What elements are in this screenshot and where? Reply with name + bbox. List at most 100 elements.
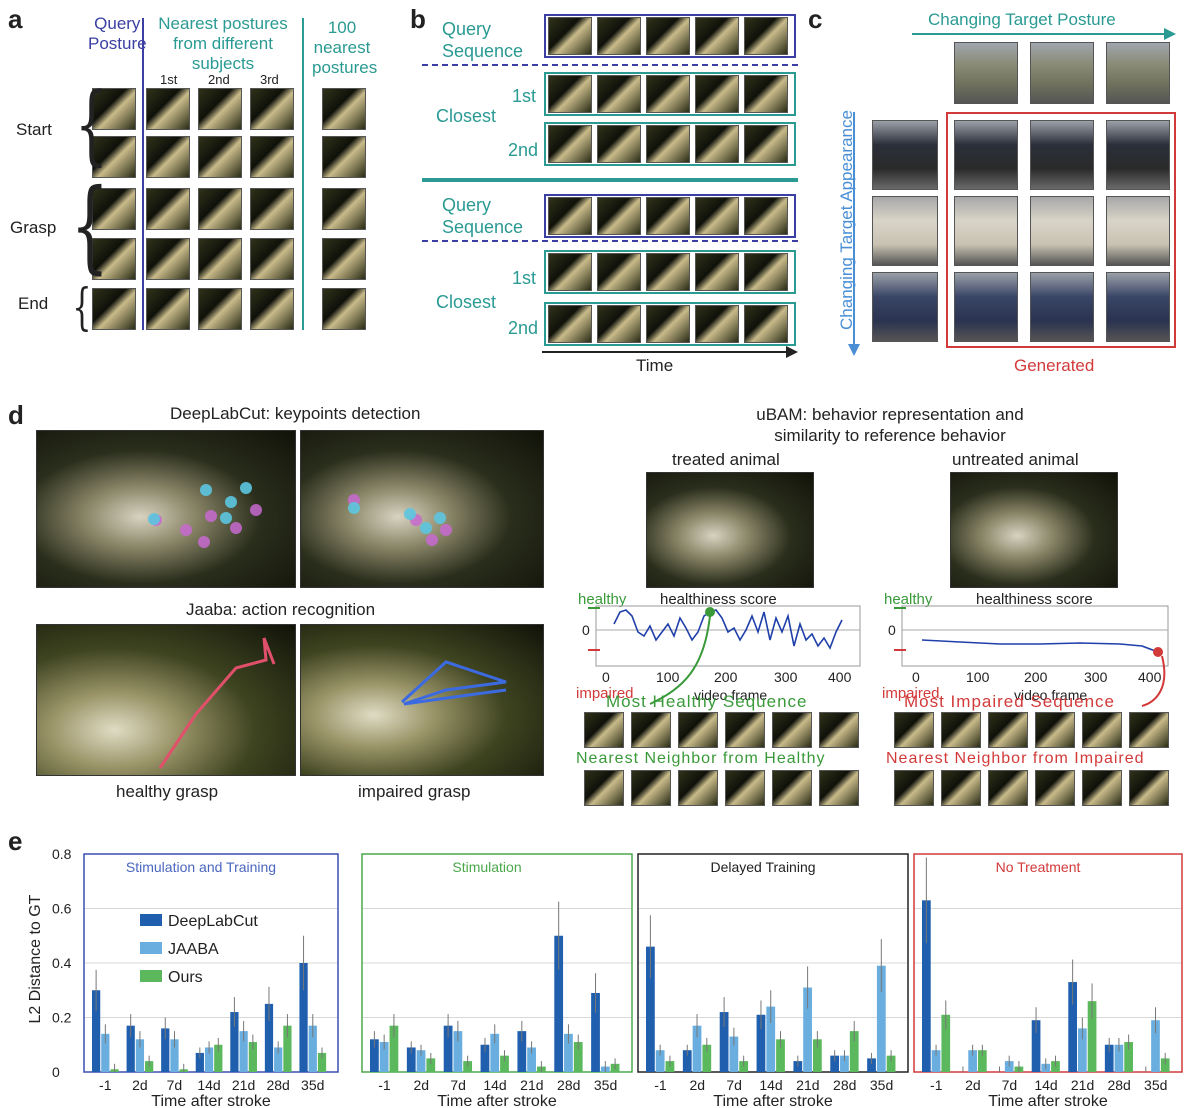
generated-label: Generated bbox=[1014, 356, 1095, 375]
xt-l4: 400 bbox=[828, 669, 852, 685]
behavior-sequence-frame bbox=[894, 770, 934, 806]
posture-thumb bbox=[322, 238, 366, 280]
bar bbox=[370, 1039, 379, 1072]
posture-thumb bbox=[92, 188, 136, 230]
rank-b-1st-1: 1st bbox=[512, 86, 537, 106]
bar bbox=[274, 1047, 283, 1072]
bar bbox=[729, 1036, 739, 1072]
generated-image bbox=[1030, 196, 1094, 266]
b-dashed-2 bbox=[422, 240, 798, 242]
x-tick-label: 14d bbox=[197, 1077, 220, 1093]
rank-2nd: 2nd bbox=[208, 72, 230, 87]
posture-thumb bbox=[322, 188, 366, 230]
bar bbox=[1114, 1044, 1124, 1072]
time-arrow bbox=[542, 346, 798, 358]
bar bbox=[1160, 1058, 1170, 1072]
x-tick-label: 35d bbox=[594, 1077, 617, 1093]
sequence-frame bbox=[646, 197, 690, 235]
bar bbox=[1151, 1020, 1160, 1072]
closest-1: Closest bbox=[436, 106, 497, 126]
behavior-sequence-frame bbox=[1035, 712, 1075, 748]
behavior-sequence-frame bbox=[941, 770, 981, 806]
x-tick-label: 21d bbox=[796, 1077, 819, 1093]
bar bbox=[1124, 1042, 1133, 1072]
bar bbox=[443, 1025, 453, 1072]
sequence-frame bbox=[548, 17, 592, 55]
posture-thumb bbox=[146, 238, 190, 280]
bar bbox=[264, 1003, 274, 1072]
bar bbox=[867, 1058, 876, 1072]
behavior-sequence-frame bbox=[1082, 712, 1122, 748]
posture-thumb bbox=[146, 288, 190, 330]
posture-thumb bbox=[322, 88, 366, 130]
posture-thumb bbox=[250, 288, 294, 330]
panel-d-label: d bbox=[8, 400, 24, 430]
y-tick-label: 0.8 bbox=[52, 846, 72, 862]
y-tick-label: 0.6 bbox=[52, 901, 72, 917]
sequence-frame bbox=[597, 253, 641, 291]
brace-grasp: { bbox=[70, 167, 109, 284]
sequence-frame bbox=[597, 75, 641, 113]
sequence-frame bbox=[695, 75, 739, 113]
panel-b-label: b bbox=[410, 4, 426, 34]
posture-thumb bbox=[146, 188, 190, 230]
behavior-sequence-frame bbox=[1082, 770, 1122, 806]
sequence-frame bbox=[597, 197, 641, 235]
bar bbox=[941, 1014, 951, 1072]
xt-r3: 300 bbox=[1084, 669, 1108, 685]
impaired-grasp: impaired grasp bbox=[358, 782, 471, 801]
row-end: End bbox=[18, 294, 49, 313]
rank-b-2nd-2: 2nd bbox=[508, 318, 539, 338]
legend-swatch bbox=[140, 914, 162, 926]
posture-thumb bbox=[322, 136, 366, 178]
target-posture-image bbox=[954, 42, 1018, 104]
bar bbox=[101, 1033, 110, 1072]
subplot-title: No Treatment bbox=[996, 859, 1081, 875]
sequence-frame bbox=[695, 125, 739, 163]
impaired-label-right: impaired bbox=[882, 685, 940, 702]
sequence-frame bbox=[548, 125, 592, 163]
bar bbox=[239, 1031, 248, 1072]
x-tick-label: 35d bbox=[870, 1077, 893, 1093]
dlc-image-2 bbox=[300, 430, 544, 588]
behavior-sequence-frame bbox=[725, 712, 765, 748]
behavior-sequence-frame bbox=[725, 770, 765, 806]
behavior-sequence-frame bbox=[772, 712, 812, 748]
most-impaired-sequence: Most Impaired Sequence bbox=[904, 692, 1115, 711]
sequence-frame bbox=[744, 75, 788, 113]
healthy-label-left: healthy bbox=[578, 591, 627, 608]
behavior-sequence-frame bbox=[772, 770, 812, 806]
rank-3rd: 3rd bbox=[260, 72, 279, 87]
posture-thumb bbox=[250, 88, 294, 130]
panel-a-label: a bbox=[8, 4, 23, 34]
y-tick-label: 0 bbox=[52, 1064, 60, 1080]
generated-image bbox=[954, 120, 1018, 190]
x-axis-label: Time after stroke bbox=[437, 1093, 557, 1108]
bar bbox=[922, 900, 931, 1072]
subplot-title: Stimulation and Training bbox=[126, 859, 276, 875]
untreated-label: untreated animal bbox=[952, 450, 1079, 469]
bar bbox=[527, 1047, 536, 1072]
nearest-postures-header: Nearest postures from different subjects bbox=[158, 14, 288, 73]
posture-thumb bbox=[92, 136, 136, 178]
sequence-frame bbox=[695, 17, 739, 55]
behavior-sequence-frame bbox=[1129, 712, 1169, 748]
x-tick-label: 35d bbox=[301, 1077, 324, 1093]
x-tick-label: 2d bbox=[132, 1077, 148, 1093]
bar bbox=[756, 1014, 766, 1072]
x-tick-label: 28d bbox=[557, 1077, 580, 1093]
bar bbox=[1104, 1044, 1114, 1072]
posture-thumb bbox=[198, 188, 242, 230]
bar bbox=[1004, 1061, 1014, 1072]
sequence-frame bbox=[548, 197, 592, 235]
panel-e-label: e bbox=[8, 826, 23, 856]
xt-l2: 200 bbox=[714, 669, 738, 685]
xt-r1: 100 bbox=[966, 669, 990, 685]
sequence-frame bbox=[597, 125, 641, 163]
bar bbox=[968, 1050, 977, 1072]
bar bbox=[692, 1025, 702, 1072]
zero-left: 0 bbox=[582, 622, 590, 638]
query-sequence-2: Query Sequence bbox=[442, 195, 524, 237]
bar bbox=[1051, 1061, 1060, 1072]
most-healthy-sequence: Most Healthy Sequence bbox=[606, 692, 808, 711]
